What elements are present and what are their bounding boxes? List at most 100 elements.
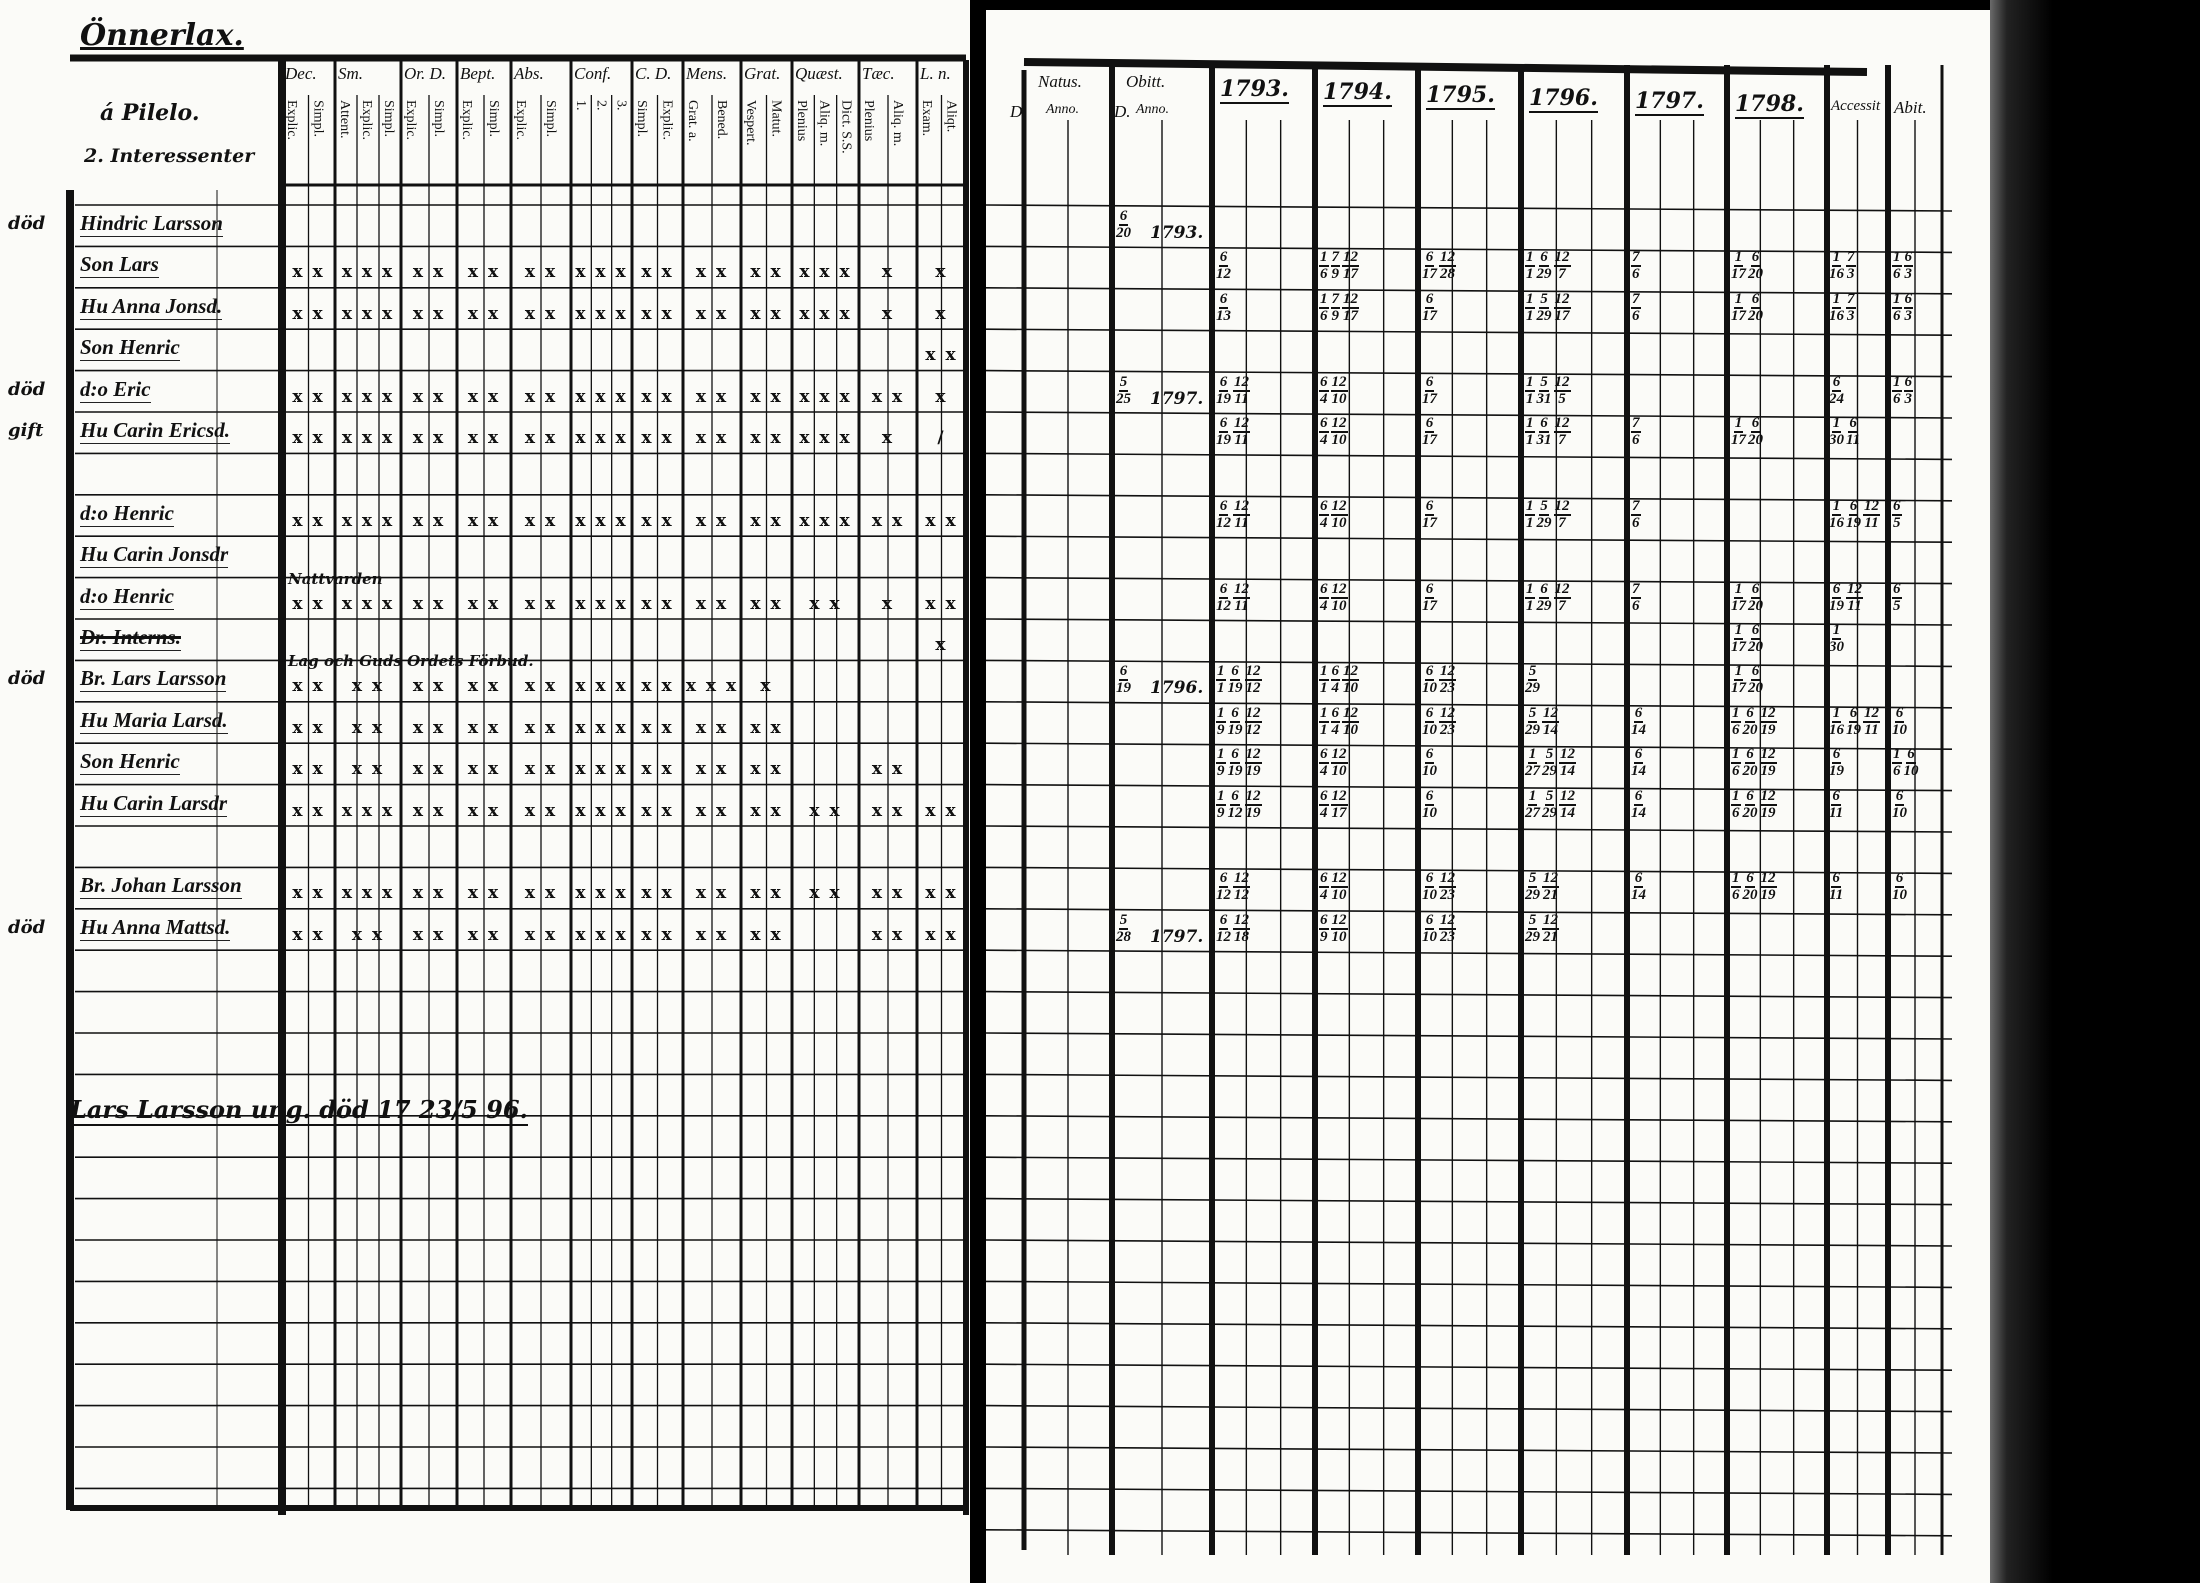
column-subheader: Grat. a. [685, 100, 700, 142]
fraction-day: 11 [1829, 887, 1844, 904]
parish-village-title: Önnerlax. [80, 18, 244, 53]
date-fraction: 12 19 [1244, 747, 1262, 780]
date-cell: 5 25 [1116, 374, 1131, 407]
fraction-month: 5 [1118, 911, 1129, 930]
attendance-mark: x x [467, 262, 501, 283]
fraction-month: 6 [1319, 746, 1329, 765]
row-rule [986, 1032, 1953, 1040]
fraction-month: 6 [1633, 787, 1644, 806]
attendance-mark: x x x [575, 883, 628, 904]
date-cell: 1 1 5 29 12 17 [1525, 290, 1571, 324]
fraction-month: 6 [1424, 290, 1435, 309]
date-cell: 6 12 12 18 [1216, 912, 1250, 945]
fraction-month: 5 [1539, 290, 1549, 309]
fraction-day: 7 [1558, 266, 1566, 283]
row-rule [986, 576, 1953, 585]
attendance-mark: x x [412, 593, 446, 614]
fraction-month: 6 [1539, 580, 1549, 599]
fraction-day: 12 [1245, 680, 1261, 697]
date-cell: 6 19 12 11 [1829, 581, 1863, 614]
row-rule [986, 287, 1953, 295]
fraction-day: 17 [1422, 597, 1437, 614]
date-cell: 6 10 [1892, 705, 1907, 738]
column-subheader: Aliq. m. [816, 100, 832, 147]
fraction-month: 6 [1894, 870, 1905, 889]
attendance-mark: x x [809, 800, 842, 821]
fraction-month: 1 [1731, 704, 1741, 723]
date-cell: 6 12 12 12 [1216, 871, 1250, 903]
fraction-day: 19 [1760, 763, 1776, 780]
fraction-month: 6 [1230, 704, 1240, 723]
date-cell: 6 14 [1631, 705, 1646, 738]
attendance-mark: x x [467, 303, 501, 324]
fraction-day: 27 [1525, 804, 1540, 821]
date-fraction: 12 10 [1330, 498, 1348, 531]
fraction-day: 29 [1536, 597, 1552, 614]
fraction-day: 1 [1526, 432, 1534, 448]
date-cell: 6 19 [1829, 747, 1844, 779]
date-fraction: 5 31 [1537, 374, 1552, 407]
date-fraction: 12 19 [1759, 871, 1777, 904]
fraction-day: 11 [1234, 432, 1249, 448]
attendance-mark: x x x [575, 676, 628, 697]
date-cell: 6 10 [1422, 747, 1437, 779]
fraction-month: 1 [1525, 373, 1535, 392]
person-name: Hu Carin Larsdr [80, 790, 228, 817]
fraction-month: 1 [1831, 622, 1842, 640]
attendance-mark: x x [695, 262, 729, 283]
attendance-mark: x x [292, 386, 325, 407]
fraction-month: 1 [1525, 290, 1535, 309]
attendance-mark: x x [351, 924, 385, 945]
attendance-mark: x x [641, 717, 674, 738]
date-fraction: 6 10 [1904, 747, 1919, 779]
date-cell: 1 6 6 20 12 19 [1731, 788, 1777, 821]
attendance-mark: x x x [799, 510, 852, 531]
fraction-month: 1 [1319, 290, 1329, 309]
date-cell: 6 17 [1422, 581, 1437, 614]
fraction-day: 19 [1760, 887, 1776, 904]
attendance-mark: x x x [575, 924, 628, 945]
fraction-month: 6 [1218, 497, 1229, 516]
attendance-mark: x x [925, 510, 958, 531]
date-fraction: 12 10 [1330, 747, 1348, 780]
fraction-day: 16 [1829, 266, 1844, 283]
column-subheader: Simpl. [486, 100, 501, 137]
fraction-day: 14 [1631, 887, 1646, 904]
fraction-day: 3 [1847, 266, 1855, 283]
fraction-day: 18 [1234, 928, 1249, 945]
fraction-day: 12 [1216, 928, 1231, 945]
fraction-month: 6 [1903, 290, 1913, 309]
fraction-day: 20 [1742, 887, 1758, 904]
attendance-mark: x x [412, 717, 446, 738]
fraction-day: 10 [1331, 763, 1347, 780]
book-edge-shadow [1990, 0, 2200, 1583]
date-fraction: 5 29 [1542, 747, 1557, 779]
fraction-month: 12 [1439, 911, 1456, 930]
attendance-mark: x x [524, 883, 558, 904]
attendance-mark: x x [871, 510, 905, 531]
date-fraction: 1 17 [1731, 416, 1746, 448]
attendance-mark: x x x [341, 386, 395, 407]
date-cell: 1 17 6 20 [1731, 291, 1763, 324]
attendance-mark: x x [412, 303, 446, 324]
column-subheader: Plenius [794, 100, 809, 142]
fraction-day: 17 [1422, 432, 1437, 448]
fraction-day: 19 [1245, 763, 1261, 780]
date-cell: 6 14 [1631, 871, 1646, 903]
column-header-10: Tæc. [862, 64, 895, 83]
fraction-month: 12 [1342, 290, 1359, 309]
fraction-month: 1 [1733, 622, 1744, 640]
fraction-month: 6 [1424, 663, 1435, 682]
fraction-day: 10 [1422, 680, 1437, 697]
fraction-month: 12 [1330, 870, 1348, 889]
row-rule [986, 1322, 1953, 1330]
row-rule [986, 1280, 1953, 1289]
fraction-day: 20 [1742, 721, 1758, 738]
